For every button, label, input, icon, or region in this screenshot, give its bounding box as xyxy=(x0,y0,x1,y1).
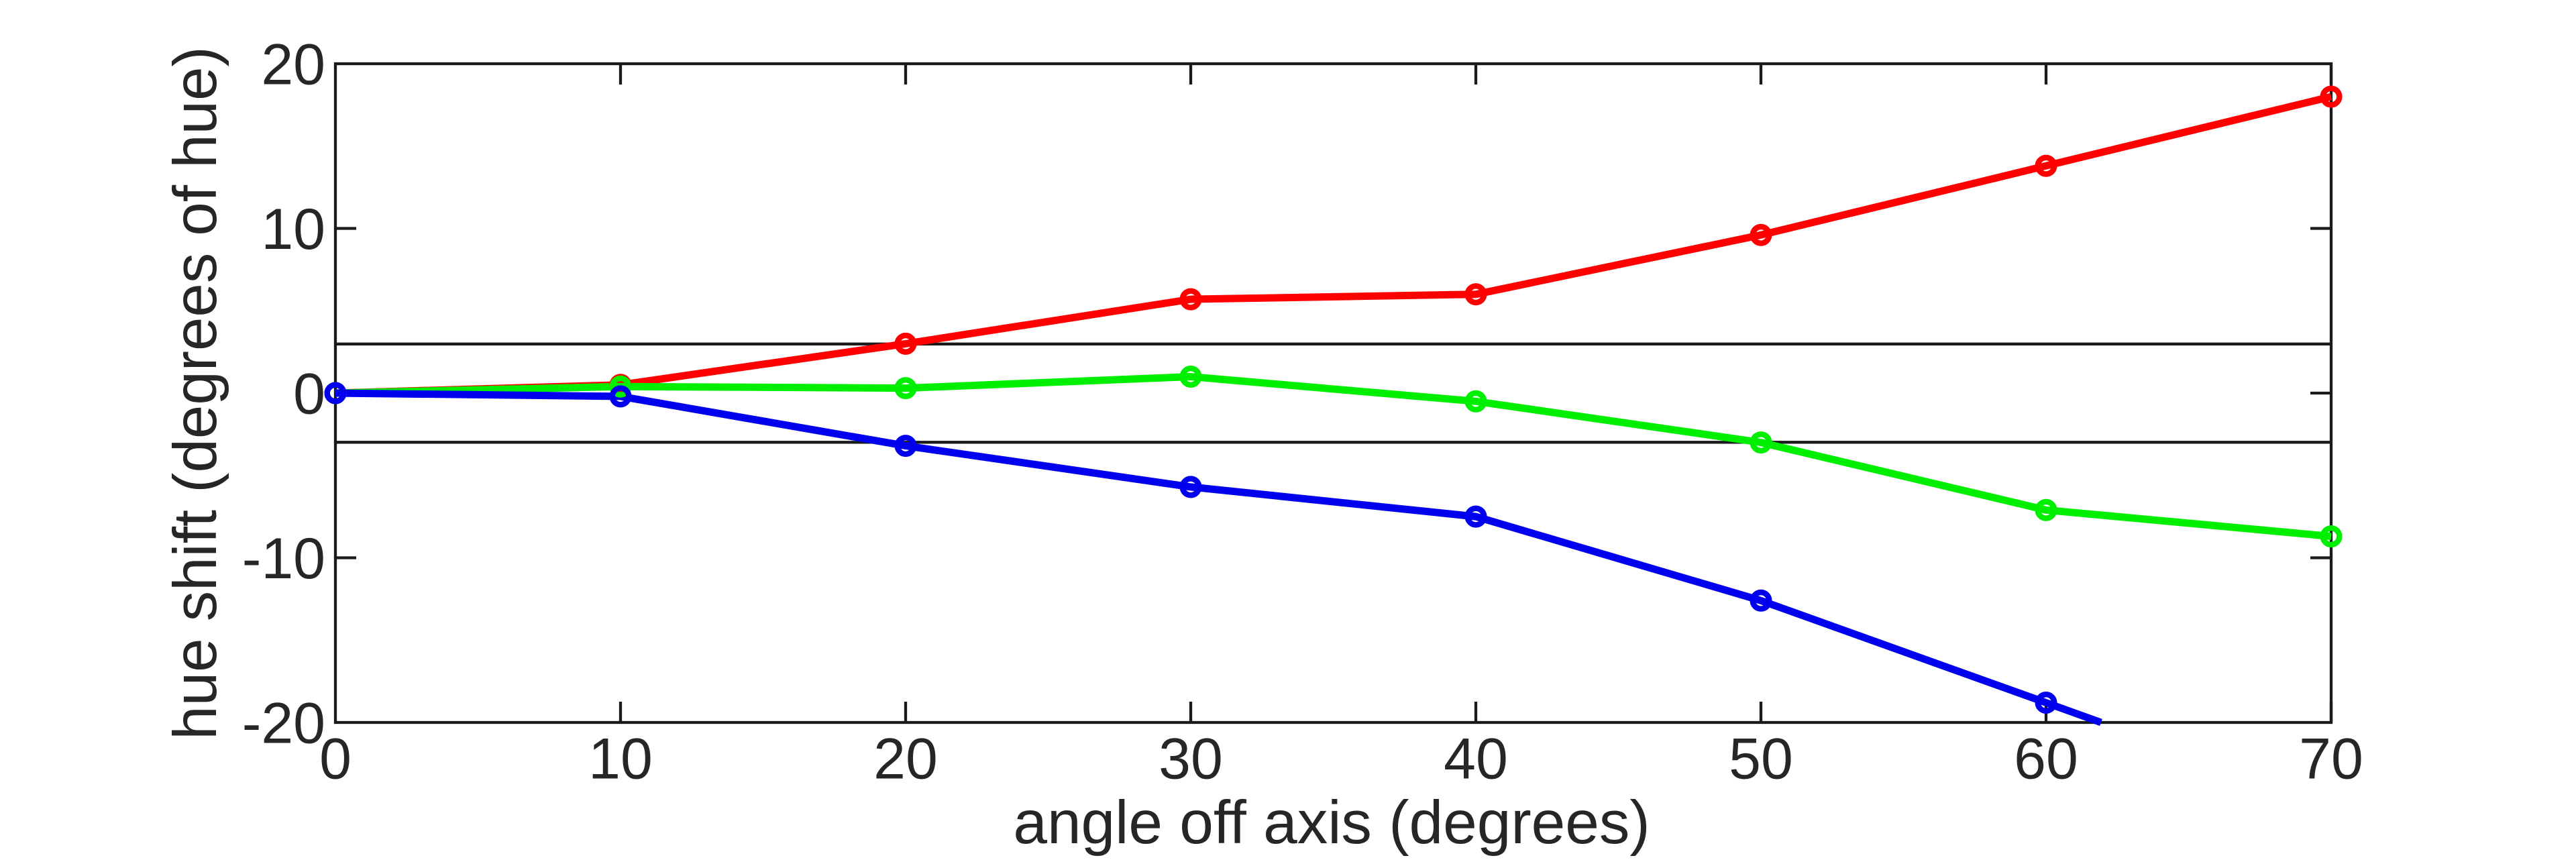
svg-text:40: 40 xyxy=(1444,726,1508,791)
svg-text:10: 10 xyxy=(261,197,325,262)
svg-text:10: 10 xyxy=(588,726,653,791)
svg-text:angle off axis (degrees): angle off axis (degrees) xyxy=(1013,789,1650,857)
svg-text:30: 30 xyxy=(1159,726,1223,791)
svg-text:-10: -10 xyxy=(242,527,325,591)
svg-text:20: 20 xyxy=(873,726,938,791)
svg-text:0: 0 xyxy=(319,726,352,791)
svg-text:-20: -20 xyxy=(242,691,325,755)
svg-text:70: 70 xyxy=(2299,726,2363,791)
svg-text:60: 60 xyxy=(2014,726,2078,791)
svg-text:hue shift (degrees of hue): hue shift (degrees of hue) xyxy=(162,46,229,739)
svg-text:0: 0 xyxy=(293,362,325,426)
svg-text:20: 20 xyxy=(261,32,325,97)
svg-text:50: 50 xyxy=(1729,726,1793,791)
